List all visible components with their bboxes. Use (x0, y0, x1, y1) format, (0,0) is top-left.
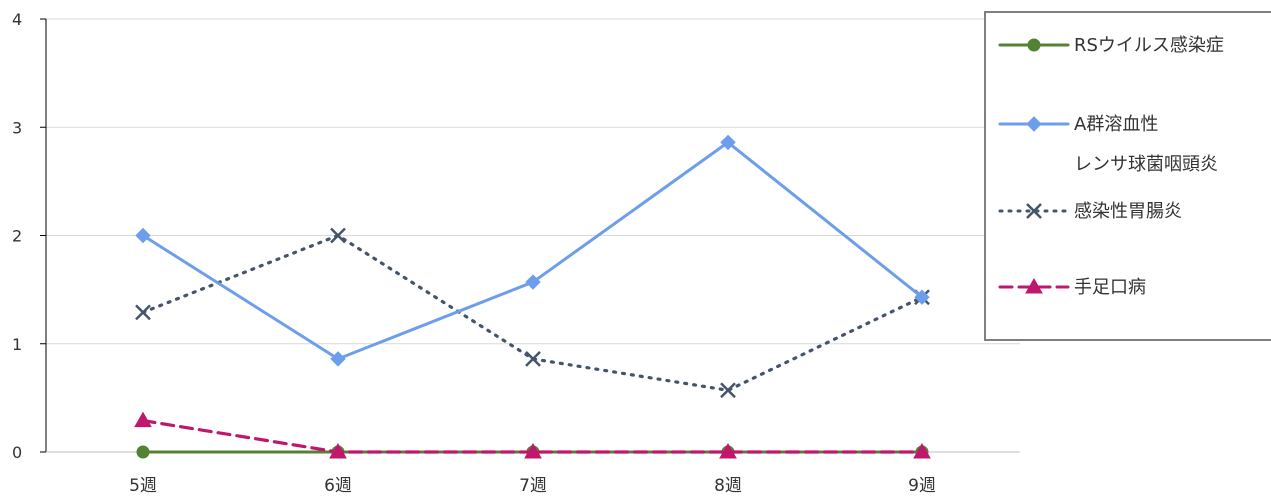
y-tick-label: 3 (12, 118, 22, 137)
legend-label: A群溶血性 (1074, 114, 1158, 135)
legend-swatch-marker (1026, 116, 1042, 132)
data-point (135, 227, 151, 244)
y-tick-label: 4 (12, 10, 22, 29)
y-tick-label: 0 (12, 443, 22, 462)
legend-label: 手足口病 (1074, 277, 1146, 298)
series-3 (134, 411, 931, 459)
x-tick-label: 9週 (908, 476, 936, 496)
data-point (134, 411, 152, 428)
data-point (330, 227, 346, 244)
y-tick-label: 1 (12, 335, 22, 354)
legend-label: 感染性胃腸炎 (1074, 201, 1182, 222)
data-point (524, 442, 542, 459)
x-tick-label: 8週 (714, 476, 742, 496)
data-point (136, 445, 150, 459)
data-point (329, 442, 347, 459)
legend-swatch-marker-stroke (1026, 203, 1042, 219)
data-point-stroke (330, 227, 346, 244)
x-tick-label: 7週 (519, 476, 547, 496)
series-layer (134, 134, 931, 459)
data-point (720, 134, 736, 151)
data-point (914, 289, 930, 305)
data-point (525, 274, 541, 290)
data-point (330, 351, 346, 367)
series-line (141, 140, 924, 361)
data-point-stroke (525, 351, 541, 367)
y-tick-labels: 0 1 2 3 4 (12, 10, 22, 462)
data-point (913, 442, 931, 459)
legend-swatch-marker (1026, 203, 1042, 219)
legend-label: RSウイルス感染症 (1074, 35, 1224, 56)
legend-swatch-marker (1027, 38, 1041, 52)
data-point-stroke (720, 382, 736, 399)
data-point-stroke (135, 304, 151, 321)
legend-swatch-marker (1025, 277, 1043, 294)
legend-item: RSウイルス感染症 (998, 35, 1224, 56)
legend-item: 感染性胃腸炎 (998, 201, 1182, 222)
data-point (720, 382, 736, 399)
x-tick-label: 5週 (129, 476, 157, 496)
y-tick-label: 2 (12, 227, 22, 246)
series-2 (135, 227, 930, 399)
legend-label: レンサ球菌咽頭炎 (1074, 154, 1218, 175)
series-1 (135, 134, 930, 367)
data-point (719, 442, 737, 459)
legend-item: 手足口病 (998, 277, 1146, 298)
series-line (141, 233, 924, 392)
gridlines (46, 18, 1020, 345)
data-point (135, 304, 151, 321)
x-tick-label: 6週 (324, 476, 352, 496)
x-tick-labels: 5週 6週 7週 8週 9週 (129, 476, 936, 496)
data-point (525, 351, 541, 367)
